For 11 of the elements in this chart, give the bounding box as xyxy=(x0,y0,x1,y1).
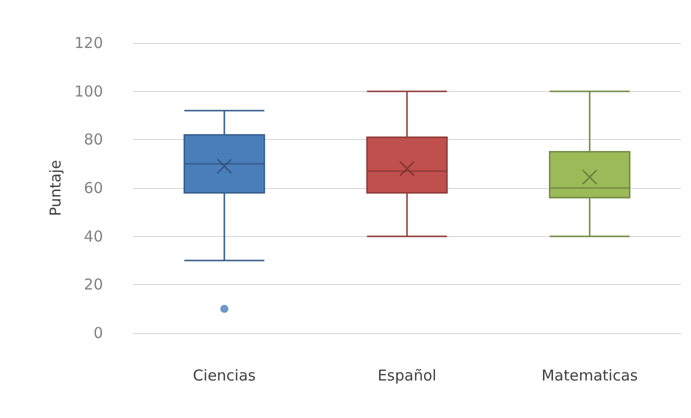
y-tick-label: 120 xyxy=(74,34,103,52)
y-tick-label: 20 xyxy=(84,276,103,294)
x-tick-label: Ciencias xyxy=(192,366,256,384)
y-tick-label: 0 xyxy=(93,324,103,342)
y-tick-label: 60 xyxy=(84,179,103,197)
x-tick-label: Matematicas xyxy=(541,366,638,384)
y-axis-title: Puntaje xyxy=(46,160,64,216)
y-tick-label: 40 xyxy=(84,227,103,246)
y-tick-label: 80 xyxy=(84,130,103,149)
y-tick-label: 100 xyxy=(74,82,103,100)
x-tick-label: Español xyxy=(378,366,436,384)
